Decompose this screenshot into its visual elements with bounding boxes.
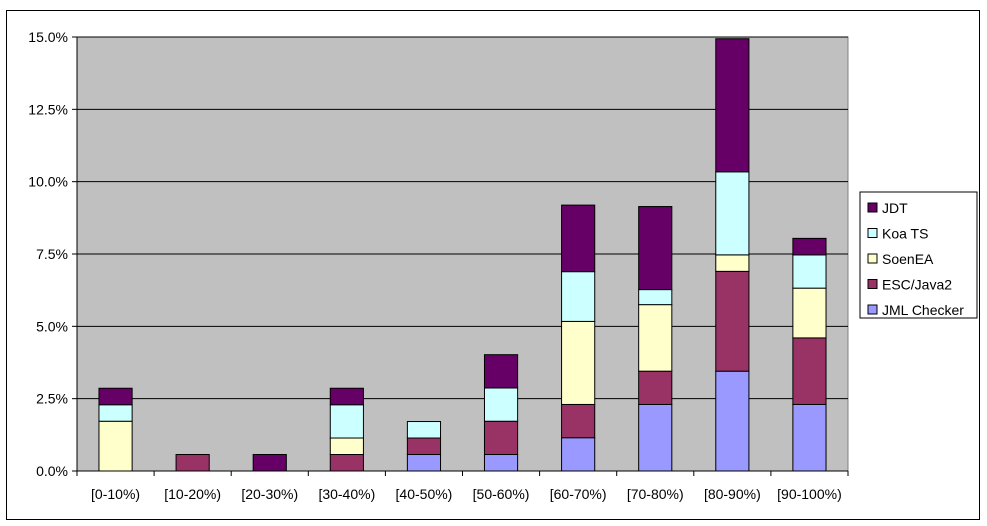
y-tick-label: 12.5% xyxy=(28,101,68,117)
bar-segment-soenea xyxy=(329,437,364,456)
legend-label: JDT xyxy=(882,200,908,216)
plot-area: 0.0% 2.5% 5.0% 7.5% 10.0% 12.5% 15.0% [0-10%) [1… xyxy=(28,29,849,502)
bar-segment-jml-checker xyxy=(715,370,750,472)
bar-segment-jml-checker xyxy=(483,454,519,472)
bar-segment-jml-checker xyxy=(638,403,673,472)
x-tick-label: [10-20%) xyxy=(164,486,221,502)
bar-segment-jdt xyxy=(792,237,827,256)
legend: JDT Koa TS SoenEA ESC/Java2 JML Checker xyxy=(859,191,978,319)
bar-segment-jdt xyxy=(252,454,287,472)
bar-segment-esc-java2 xyxy=(175,454,210,472)
legend-swatch xyxy=(867,253,878,264)
bar-segment-jdt xyxy=(715,38,750,173)
bar-segment-koa-ts xyxy=(483,387,519,422)
bar-segment-jml-checker xyxy=(406,454,442,472)
x-tick-label: [60-70%) xyxy=(550,486,607,502)
legend-swatch xyxy=(867,228,878,238)
bar-segment-jml-checker xyxy=(561,437,596,472)
bar-segment-soenea xyxy=(561,320,596,405)
bar-segment-jml-checker xyxy=(792,403,827,472)
legend-label: SoenEA xyxy=(882,251,934,267)
bar-segment-koa-ts xyxy=(98,404,133,422)
x-tick-label: [70-80%) xyxy=(627,486,684,502)
bar-segment-esc-java2 xyxy=(715,270,750,372)
y-tick-label: 2.5% xyxy=(36,391,68,407)
bar-segment-jdt xyxy=(329,387,364,406)
bar-segment-koa-ts xyxy=(638,289,673,306)
legend-label: Koa TS xyxy=(882,226,928,242)
legend-swatch xyxy=(867,279,878,289)
x-tick-label: [0-10%) xyxy=(91,486,140,502)
bar-segment-jdt xyxy=(98,387,133,406)
bar-segment-esc-java2 xyxy=(406,437,442,456)
bar-segment-jdt xyxy=(561,204,596,273)
y-tick-label: 7.5% xyxy=(36,246,68,262)
legend-swatch xyxy=(867,304,878,315)
bar-segment-soenea xyxy=(98,420,133,472)
bar-segment-koa-ts xyxy=(792,254,827,289)
bar-segment-koa-ts xyxy=(406,421,442,439)
bar-segment-esc-java2 xyxy=(561,403,596,439)
x-tick-label: [40-50%) xyxy=(396,486,453,502)
bar-segment-koa-ts xyxy=(715,171,750,256)
bar-segment-koa-ts xyxy=(329,404,364,439)
y-tick-label: 15.0% xyxy=(28,29,68,45)
bar-segment-esc-java2 xyxy=(329,454,364,472)
x-tick-label: [30-40%) xyxy=(318,486,375,502)
bar-segment-soenea xyxy=(715,254,750,272)
legend-label: ESC/Java2 xyxy=(882,277,952,293)
x-tick-label: [80-90%) xyxy=(704,486,761,502)
bar-segment-esc-java2 xyxy=(638,370,673,405)
bar-segment-jdt xyxy=(483,354,519,389)
x-tick-label: [90-100%) xyxy=(777,486,842,502)
bar-segment-soenea xyxy=(638,304,673,372)
bar-segment-esc-java2 xyxy=(483,420,519,456)
legend-label: JML Checker xyxy=(882,302,964,318)
bar-segment-jdt xyxy=(638,206,673,291)
bar-segment-esc-java2 xyxy=(792,337,827,405)
bar-segment-soenea xyxy=(792,287,827,339)
x-tick-label: [50-60%) xyxy=(473,486,530,502)
y-tick-label: 5.0% xyxy=(36,318,68,334)
y-tick-label: 10.0% xyxy=(28,174,68,190)
y-tick-label: 0.0% xyxy=(36,463,68,479)
legend-box xyxy=(859,191,978,319)
bar-segment-koa-ts xyxy=(561,271,596,322)
x-tick-label: [20-30%) xyxy=(241,486,298,502)
legend-swatch xyxy=(867,202,878,213)
